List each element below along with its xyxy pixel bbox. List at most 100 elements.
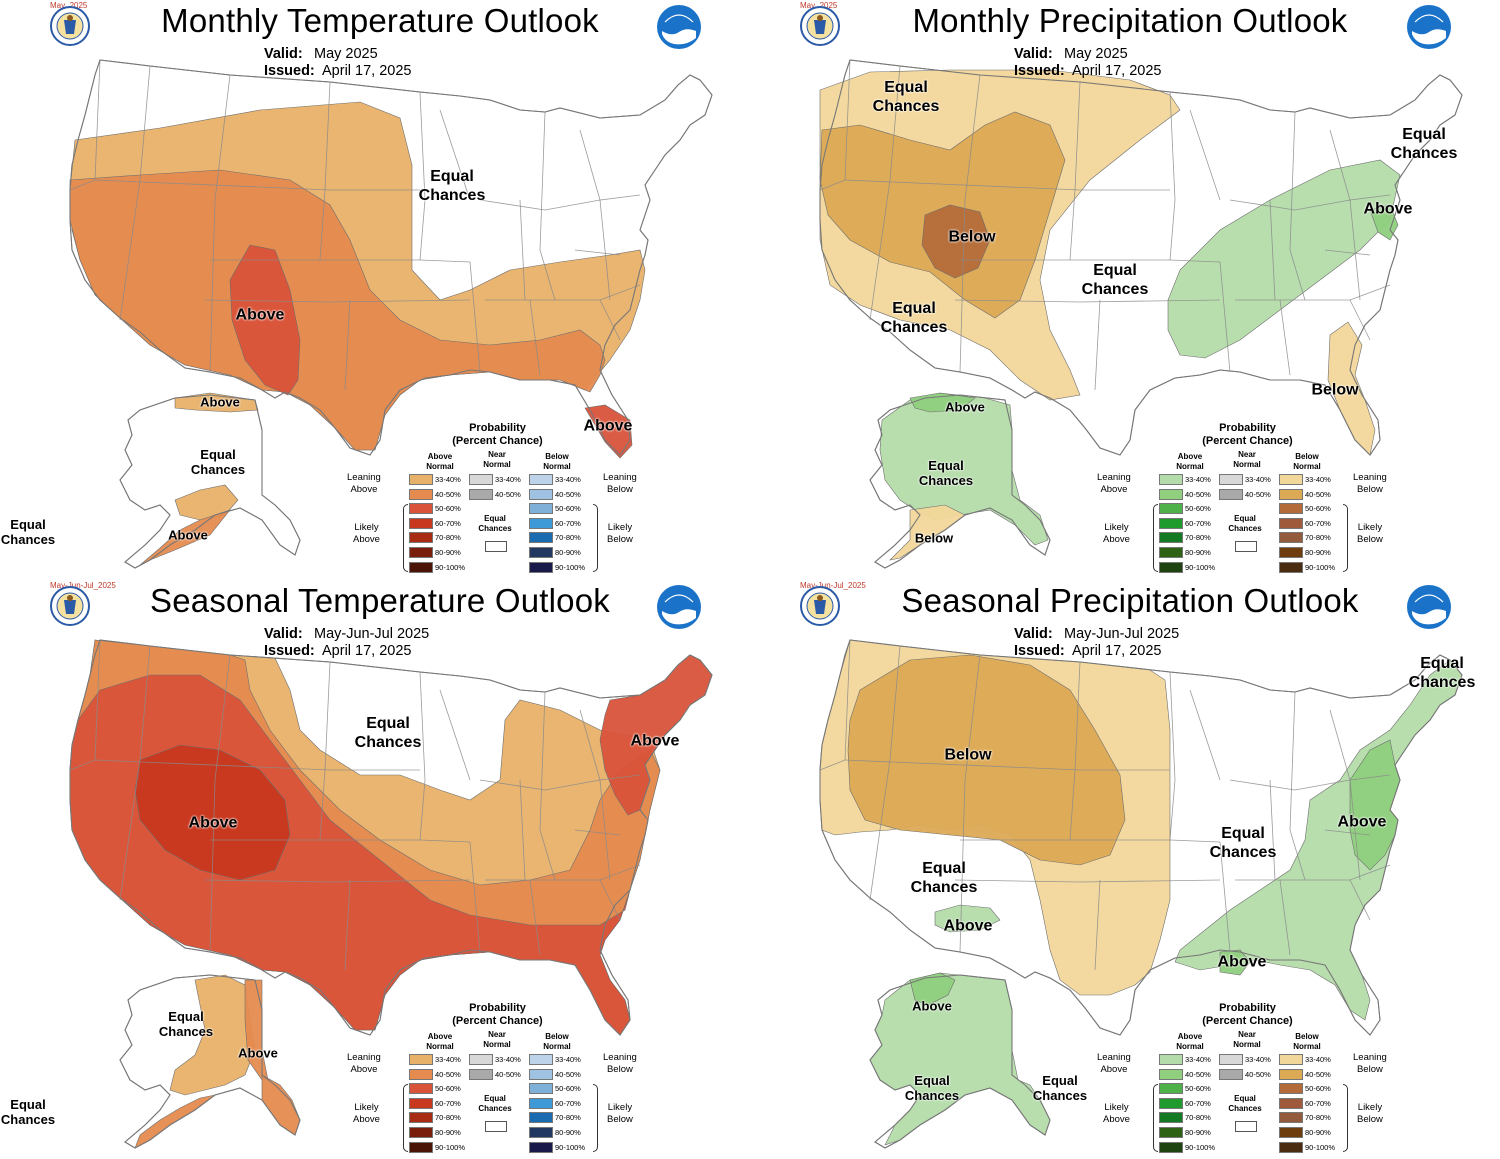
- commerce-seal-logo: [50, 6, 90, 51]
- region-label: Above: [583, 417, 633, 435]
- probability-legend: Probability (Percent Chance) Above Normal Ne…: [1095, 420, 1395, 576]
- legend-equal-chances-swatch: [1235, 541, 1257, 552]
- probability-area: [909, 972, 956, 1006]
- region-label: Below: [1311, 381, 1359, 399]
- region-label: Above: [630, 732, 680, 750]
- legend-likely-below: Likely Below: [1357, 1102, 1383, 1125]
- valid-issued-block: Valid: May-Jun-Jul 2025 Issued: April 17, 2…: [1014, 626, 1179, 660]
- legend-brace: [593, 504, 598, 572]
- legend-above-swatch: [1159, 1112, 1183, 1124]
- legend-equal-chances-swatch: [1235, 1121, 1257, 1132]
- legend-above-swatch: [1159, 517, 1183, 529]
- legend-below-range: 33-40%: [555, 1055, 581, 1064]
- noaa-logo: [656, 584, 702, 635]
- valid-issued-block: Valid: May-Jun-Jul 2025 Issued: April 17, 2…: [264, 626, 429, 660]
- legend-likely-above: Likely Above: [353, 1102, 380, 1125]
- legend-brace: [1343, 504, 1348, 572]
- alaska-outline: [119, 394, 301, 569]
- legend-above-swatch: [409, 1083, 433, 1095]
- legend-below-range: 50-60%: [1305, 1084, 1331, 1094]
- issued-value: April 17, 2025: [322, 63, 412, 79]
- probability-area: [879, 392, 1049, 546]
- region-label: Above: [1363, 200, 1413, 218]
- legend-near-swatch: [1219, 1068, 1243, 1080]
- legend-above-range: 40-50%: [435, 489, 461, 499]
- region-label: Equal Chances: [1390, 126, 1458, 162]
- legend-likely-below: Likely Below: [607, 522, 633, 545]
- state-boundaries: [69, 59, 641, 391]
- probability-area: [229, 244, 301, 396]
- outlook-title: Monthly Temperature Outlook: [161, 2, 599, 39]
- legend-leaning-below: Leaning Below: [1353, 1052, 1387, 1075]
- legend-leaning-above: Leaning Above: [1097, 1052, 1131, 1075]
- legend-below-range: 60-70%: [555, 518, 581, 528]
- legend-above-swatch: [409, 1112, 433, 1124]
- legend-below-range: 90-100%: [555, 562, 586, 572]
- legend-above-swatch: [1159, 488, 1183, 500]
- legend-above-range: 33-40%: [435, 1055, 461, 1064]
- legend-near-header: Near Normal: [483, 1030, 511, 1049]
- valid-value: May 2025: [314, 46, 378, 62]
- legend-near-swatch: [469, 1054, 493, 1065]
- legend-leaning-above: Leaning Above: [347, 472, 381, 495]
- legend-below-swatch: [1279, 1083, 1303, 1095]
- region-label: Equal Chances: [190, 447, 246, 477]
- valid-value: May-Jun-Jul 2025: [1064, 626, 1180, 642]
- legend-above-range: 33-40%: [1185, 1055, 1211, 1064]
- legend-above-header: Above Normal: [426, 452, 454, 471]
- legend-below-swatch: [1279, 1141, 1303, 1153]
- legend-above-swatch: [1159, 1127, 1183, 1138]
- legend-below-range: 60-70%: [555, 1098, 581, 1108]
- legend-above-range: 70-80%: [435, 533, 461, 543]
- region-label: Equal Chances: [880, 300, 948, 336]
- outlook-title: Monthly Precipitation Outlook: [912, 2, 1348, 39]
- legend-near-range: 40-50%: [1245, 1069, 1271, 1079]
- legend-below-swatch: [1279, 1097, 1303, 1109]
- legend-below-range: 80-90%: [555, 548, 581, 557]
- probability-legend: Probability (Percent Chance) Above Normal Ne…: [1095, 1000, 1395, 1156]
- region-label: Above: [235, 306, 285, 324]
- issued-value: April 17, 2025: [1072, 643, 1162, 659]
- region-label: Below: [914, 530, 954, 546]
- legend-brace: [1343, 1084, 1348, 1152]
- legend-above-swatch: [1159, 547, 1183, 558]
- period-tag: May_2025: [800, 1, 838, 10]
- period-tag: May_2025: [50, 1, 88, 10]
- region-label: Below: [944, 746, 992, 764]
- region-label: Above: [238, 1045, 278, 1061]
- legend-below-swatch: [1279, 1127, 1303, 1138]
- issued-value: April 17, 2025: [322, 643, 412, 659]
- legend-below-range: 33-40%: [1305, 1055, 1331, 1064]
- valid-value: May 2025: [1064, 46, 1128, 62]
- probability-area: [1167, 159, 1401, 359]
- valid-label: Valid:: [264, 46, 303, 62]
- legend-below-range: 60-70%: [1305, 1098, 1331, 1108]
- legend-above-swatch: [1159, 1068, 1183, 1080]
- legend-below-swatch: [1279, 532, 1303, 544]
- legend-above-swatch: [1159, 1054, 1183, 1065]
- probability-area: [1327, 321, 1376, 456]
- issued-value: April 17, 2025: [1072, 63, 1162, 79]
- legend-above-header: Above Normal: [426, 1032, 454, 1051]
- legend-above-range: 60-70%: [1185, 518, 1211, 528]
- legend-above-header: Above Normal: [1176, 1032, 1204, 1051]
- legend-below-header: Below Normal: [1293, 452, 1321, 471]
- region-label: Above: [200, 394, 240, 410]
- region-label: Equal Chances: [1081, 262, 1149, 298]
- legend-above-swatch: [409, 488, 433, 500]
- legend-below-range: 80-90%: [1305, 548, 1331, 557]
- region-label: Above: [912, 998, 952, 1014]
- legend-above-swatch: [1159, 1141, 1183, 1153]
- legend-above-swatch: [409, 1141, 433, 1153]
- legend-above-range: 70-80%: [1185, 533, 1211, 543]
- legend-above-range: 70-80%: [435, 1113, 461, 1123]
- legend-below-header: Below Normal: [543, 452, 571, 471]
- issued-label: Issued:: [264, 643, 315, 659]
- commerce-seal-logo: [800, 6, 840, 51]
- legend-above-range: 80-90%: [1185, 548, 1211, 557]
- region-label: Above: [188, 814, 238, 832]
- legend-below-range: 90-100%: [1305, 1142, 1336, 1152]
- legend-near-range: 33-40%: [1245, 1055, 1271, 1064]
- legend-equal-chances-label: Equal Chances: [1228, 514, 1262, 533]
- period-tag: May-Jun-Jul_2025: [50, 581, 116, 590]
